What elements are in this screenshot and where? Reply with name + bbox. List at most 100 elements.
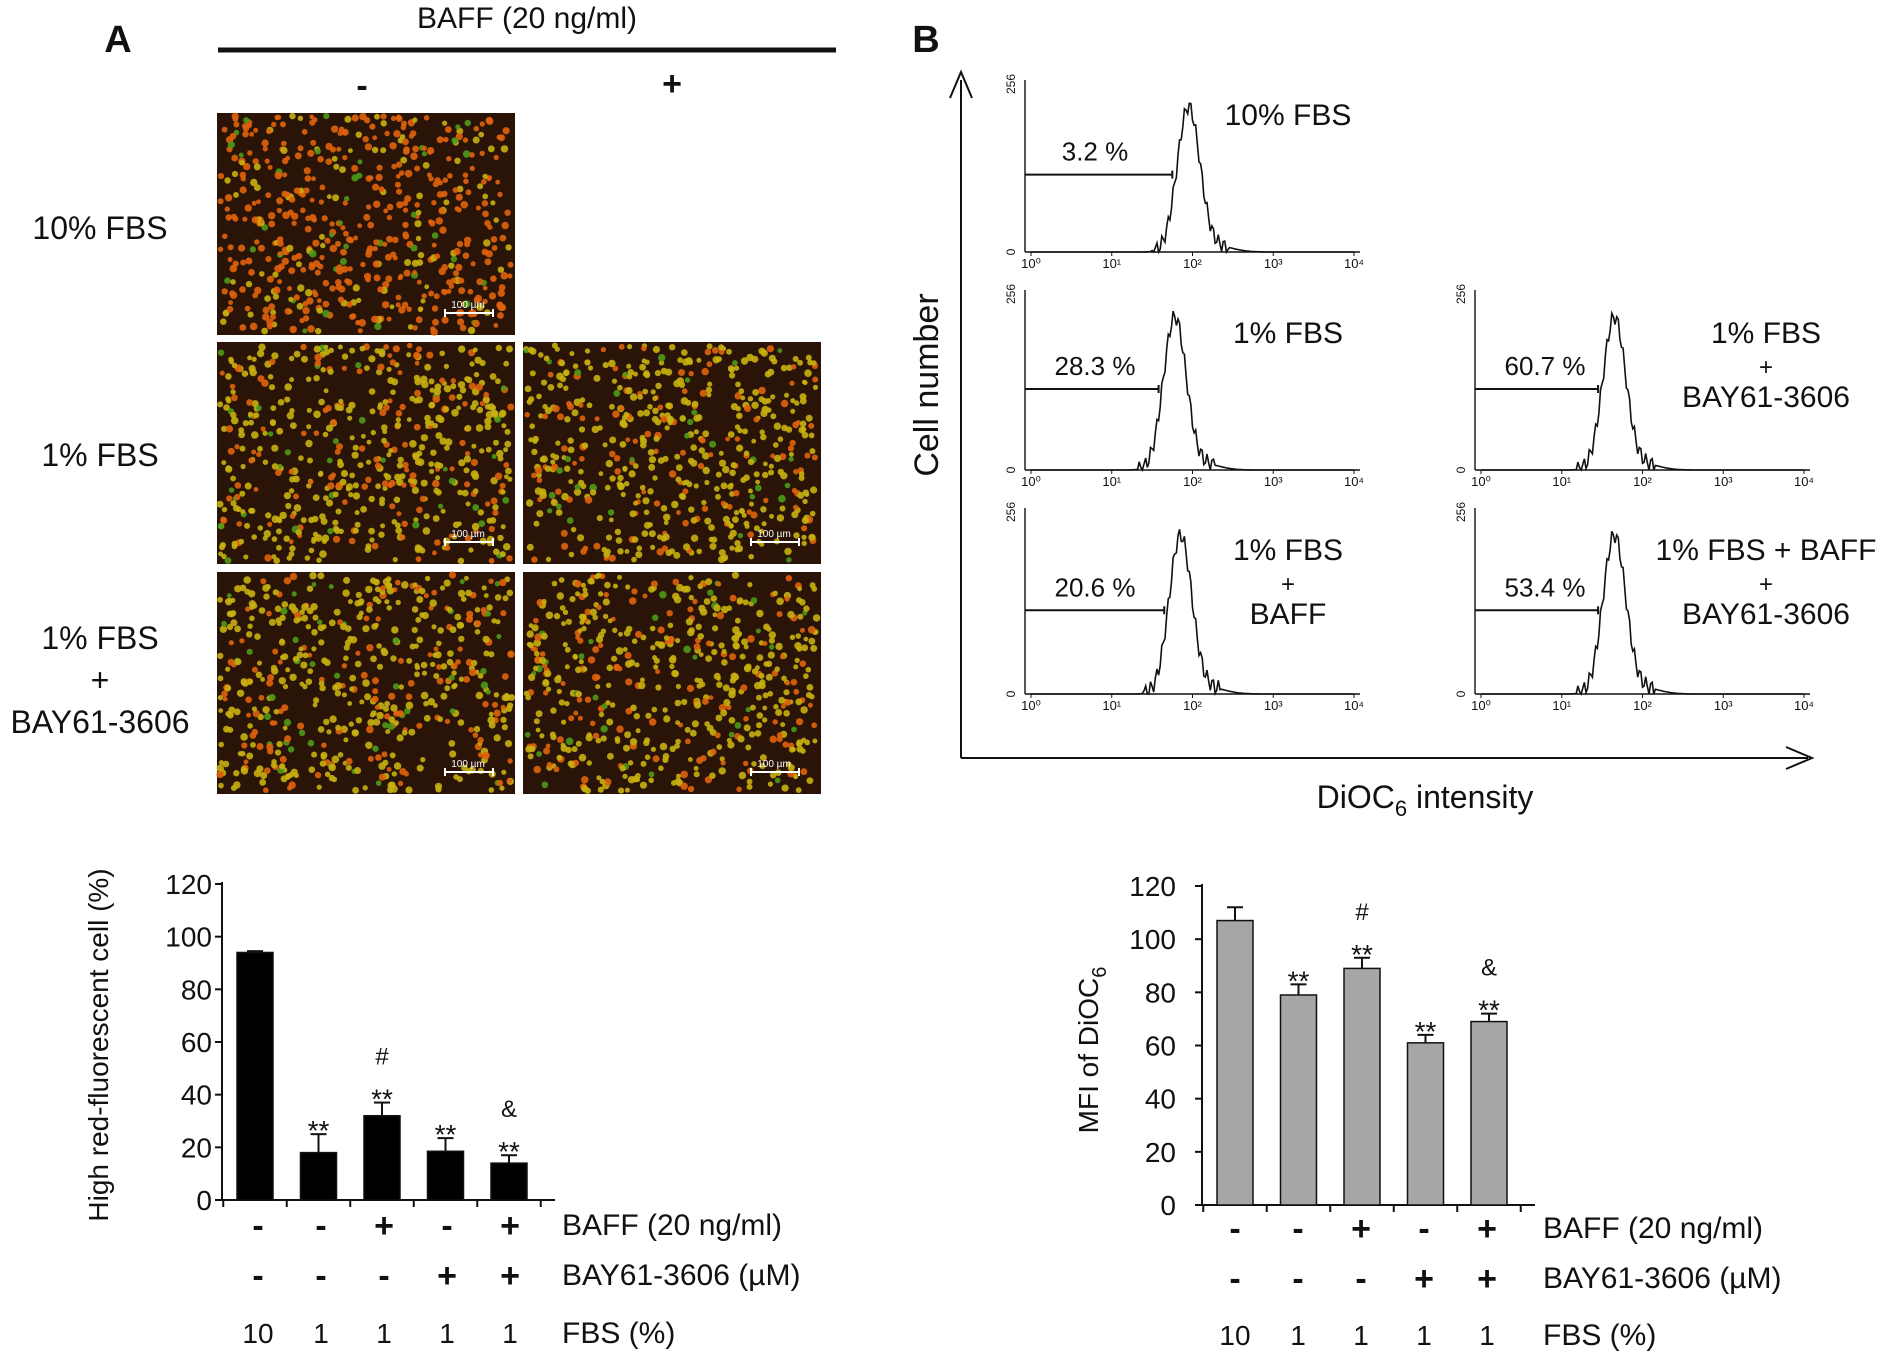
cell-dot (370, 655, 377, 663)
cell-dot (405, 693, 413, 700)
cell-dot (472, 732, 479, 738)
cell-dot (462, 252, 470, 259)
cell-dot (328, 474, 335, 481)
cell-dot (541, 781, 549, 789)
cell-dot (678, 369, 685, 376)
cell-dot (753, 471, 760, 478)
cell-dot (728, 731, 735, 738)
cell-dot (314, 269, 321, 276)
cell-dot (408, 133, 414, 139)
cell-dot (536, 477, 543, 484)
cell-dot (308, 479, 314, 485)
cell-dot (737, 532, 744, 539)
cell-dot (529, 423, 535, 430)
cell-dot (256, 405, 262, 411)
cell-dot (433, 703, 438, 708)
cell-dot (488, 651, 495, 658)
condition-value: - (315, 1257, 326, 1295)
cell-dot (266, 275, 274, 283)
cell-dot (225, 425, 234, 433)
cell-dot (251, 728, 259, 736)
cell-dot (279, 638, 285, 644)
cell-dot (328, 774, 336, 782)
cell-dot (230, 411, 237, 419)
cell-dot (233, 192, 239, 198)
gate-percent: 20.6 % (1055, 572, 1136, 602)
cell-dot (300, 207, 306, 214)
cell-dot (449, 750, 457, 758)
cell-dot (555, 440, 561, 446)
cell-dot (409, 440, 417, 448)
cell-dot (452, 187, 459, 193)
cell-dot (567, 446, 575, 454)
hist-y-max: 256 (1454, 284, 1468, 304)
cell-dot (566, 517, 574, 524)
cell-dot (339, 166, 346, 174)
cell-dot (788, 451, 794, 457)
cell-dot (366, 644, 374, 652)
cell-dot (412, 145, 419, 153)
cell-dot (374, 322, 382, 331)
cell-dot (360, 671, 368, 679)
cell-dot (297, 115, 304, 122)
cell-dot (745, 744, 752, 751)
cell-dot (313, 260, 320, 268)
cell-dot (254, 239, 260, 245)
cell-dot (475, 691, 484, 700)
cell-dot (355, 591, 362, 599)
cell-dot (358, 598, 365, 605)
cell-dot (727, 431, 735, 438)
cell-dot (658, 360, 665, 366)
cell-dot (475, 205, 481, 211)
cell-dot (723, 699, 731, 707)
cell-dot (720, 482, 728, 490)
cell-dot (772, 719, 778, 725)
cell-dot (218, 782, 224, 789)
cell-dot (604, 484, 611, 491)
cell-dot (499, 234, 507, 242)
cell-dot (487, 145, 495, 153)
cell-dot (321, 538, 328, 544)
cell-dot (579, 456, 585, 462)
cell-dot (458, 287, 466, 295)
cell-dot (544, 465, 552, 472)
cell-dot (729, 594, 737, 602)
bar (236, 951, 274, 1201)
cell-dot (528, 437, 534, 443)
cell-dot (284, 191, 291, 198)
hist-y-max: 256 (1004, 284, 1018, 304)
cell-dot (419, 612, 425, 618)
cell-dot (239, 490, 246, 497)
cell-dot (325, 499, 334, 507)
cell-dot (473, 297, 480, 304)
cell-dot (414, 165, 421, 172)
cell-dot (253, 163, 261, 171)
cell-dot (363, 117, 371, 124)
cell-dot (643, 509, 650, 516)
cell-dot (374, 113, 380, 120)
cell-dot (668, 656, 677, 664)
cell-dot (587, 365, 594, 371)
cell-dot (469, 152, 475, 158)
cell-dot (561, 621, 567, 627)
cell-dot (461, 764, 468, 772)
cell-dot (467, 288, 474, 295)
condition-value: + (374, 1207, 394, 1245)
cell-dot (798, 475, 805, 481)
cell-dot (600, 725, 608, 733)
cell-dot (485, 501, 491, 507)
cell-dot (317, 572, 325, 580)
cell-dot (766, 626, 772, 632)
cell-dot (225, 710, 232, 717)
cell-dot (672, 578, 680, 586)
cell-dot (433, 673, 440, 679)
cell-dot (221, 288, 228, 295)
cell-dot (502, 127, 510, 135)
cell-dot (556, 674, 562, 680)
hist-y-min: 0 (1004, 248, 1018, 255)
cell-dot (479, 448, 485, 454)
cell-dot (564, 456, 572, 463)
cell-dot (501, 673, 509, 680)
cell-dot (705, 655, 712, 662)
hist-title-line: BAFF (1250, 598, 1327, 631)
